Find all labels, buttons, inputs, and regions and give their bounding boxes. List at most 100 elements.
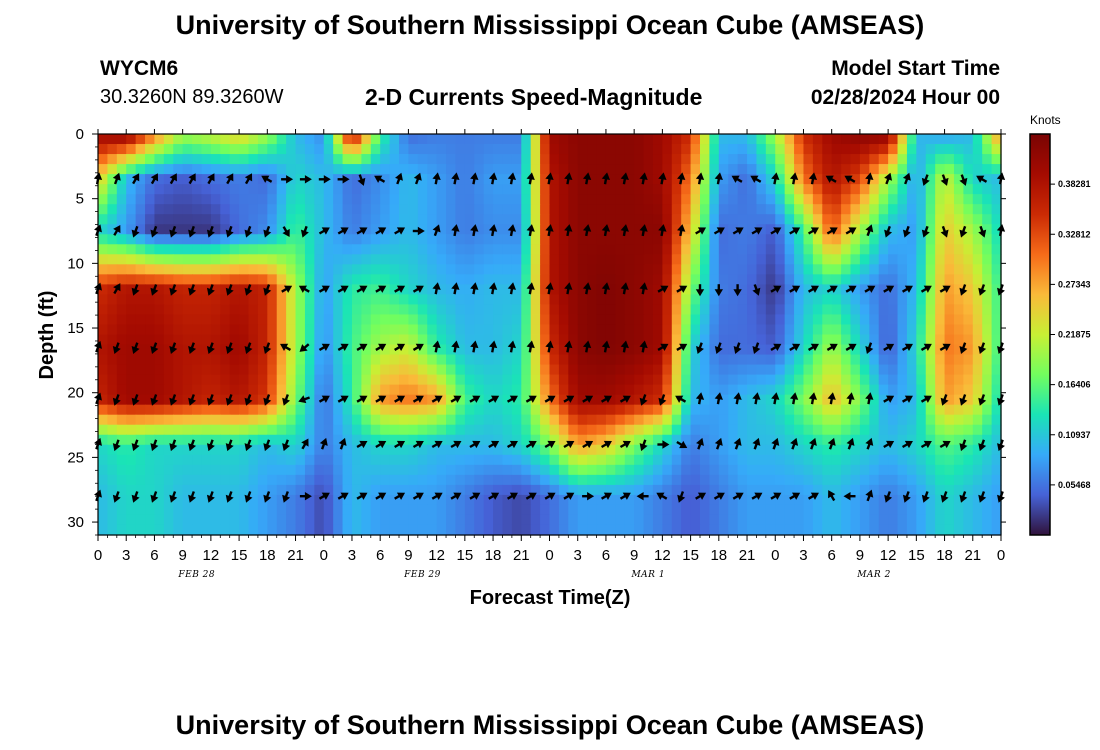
heatmap-cell [953, 254, 964, 265]
heatmap-cell [634, 144, 645, 155]
heatmap-cell [756, 154, 767, 165]
heatmap-cell [643, 264, 654, 275]
heatmap-cell [558, 454, 569, 466]
heatmap-cell [972, 204, 983, 215]
heatmap-cell [107, 274, 118, 285]
heatmap-cell [182, 504, 193, 516]
heatmap-cell [549, 144, 560, 155]
heatmap-cell [897, 424, 908, 436]
heatmap-cell [878, 394, 889, 406]
heatmap-cell [869, 154, 880, 165]
heatmap-cell [361, 364, 372, 376]
heatmap-cell [605, 504, 616, 516]
heatmap-cell [963, 264, 974, 275]
heatmap-cell [700, 444, 711, 456]
heatmap-cell [568, 274, 579, 285]
heatmap-cell [841, 504, 852, 516]
heatmap-cell [662, 294, 673, 306]
current-arrow [507, 340, 517, 353]
heatmap-cell [662, 344, 673, 356]
heatmap-cell [145, 434, 156, 446]
heatmap-cell [549, 504, 560, 516]
heatmap-cell [991, 224, 1002, 235]
heatmap-cell [681, 424, 692, 436]
heatmap-cell [540, 514, 551, 526]
heatmap-cell [493, 484, 504, 496]
current-arrow [563, 440, 575, 449]
heatmap-cell [897, 274, 908, 285]
heatmap-cell [671, 264, 682, 275]
heatmap-cell [596, 244, 607, 255]
heatmap-cell [276, 204, 287, 215]
heatmap-cell [304, 314, 315, 326]
current-arrow [525, 395, 537, 403]
current-arrow [620, 224, 629, 237]
heatmap-cell [972, 264, 983, 275]
heatmap-cell [803, 424, 814, 436]
heatmap-cell [427, 304, 438, 316]
heatmap-cell [98, 224, 109, 235]
heatmap-cell [267, 494, 278, 506]
heatmap-cell [991, 214, 1002, 225]
heatmap-cell [681, 194, 692, 205]
heatmap-cell [455, 294, 466, 306]
current-arrow [940, 225, 949, 238]
heatmap-cell [323, 454, 334, 466]
heatmap-cell [897, 164, 908, 175]
heatmap-cell [878, 274, 889, 285]
heatmap-cell [126, 394, 137, 406]
heatmap-cell [935, 344, 946, 356]
heatmap-cell [906, 374, 917, 386]
heatmap-cell [953, 184, 964, 195]
heatmap-cell [530, 324, 541, 336]
heatmap-cell [511, 394, 522, 406]
heatmap-cell [135, 414, 146, 426]
heatmap-cell [210, 284, 221, 295]
heatmap-cell [464, 344, 475, 356]
heatmap-cell [154, 214, 165, 225]
heatmap-cell [502, 214, 513, 225]
heatmap-cell [718, 254, 729, 265]
heatmap-cell [276, 484, 287, 496]
heatmap-cell [286, 154, 297, 165]
heatmap-cell [747, 394, 758, 406]
heatmap-cell [370, 494, 381, 506]
heatmap-cell [370, 204, 381, 215]
heatmap-cell [944, 264, 955, 275]
heatmap-cell [925, 494, 936, 506]
heatmap-cell [681, 464, 692, 476]
heatmap-cell [135, 164, 146, 175]
heatmap-cell [314, 314, 325, 326]
current-arrow [846, 437, 855, 450]
heatmap-cell [596, 134, 607, 145]
heatmap-cell [577, 494, 588, 506]
heatmap-cell [671, 154, 682, 165]
heatmap-cell [662, 194, 673, 205]
heatmap-cell [596, 484, 607, 496]
heatmap-cell [229, 444, 240, 456]
heatmap-cell [869, 514, 880, 526]
heatmap-cell [596, 384, 607, 396]
current-arrow [865, 392, 874, 405]
current-arrow [263, 394, 272, 406]
heatmap-cell [389, 404, 400, 416]
heatmap-cell [558, 424, 569, 436]
heatmap-cell [558, 494, 569, 506]
x-tick-label: 3 [348, 547, 356, 564]
heatmap-cell [483, 304, 494, 316]
heatmap-cell [521, 134, 532, 145]
heatmap-cell [126, 494, 137, 506]
heatmap-cell [295, 234, 306, 245]
heatmap-cell [154, 334, 165, 346]
heatmap-cell [756, 244, 767, 255]
heatmap-cell [530, 424, 541, 436]
heatmap-cell [587, 284, 598, 295]
heatmap-cell [803, 304, 814, 316]
heatmap-cell [351, 194, 362, 205]
heatmap-cell [906, 524, 917, 536]
heatmap-cell [530, 214, 541, 225]
heatmap-cell [878, 184, 889, 195]
heatmap-cell [549, 234, 560, 245]
heatmap-cell [794, 274, 805, 285]
heatmap-cell [342, 524, 353, 536]
